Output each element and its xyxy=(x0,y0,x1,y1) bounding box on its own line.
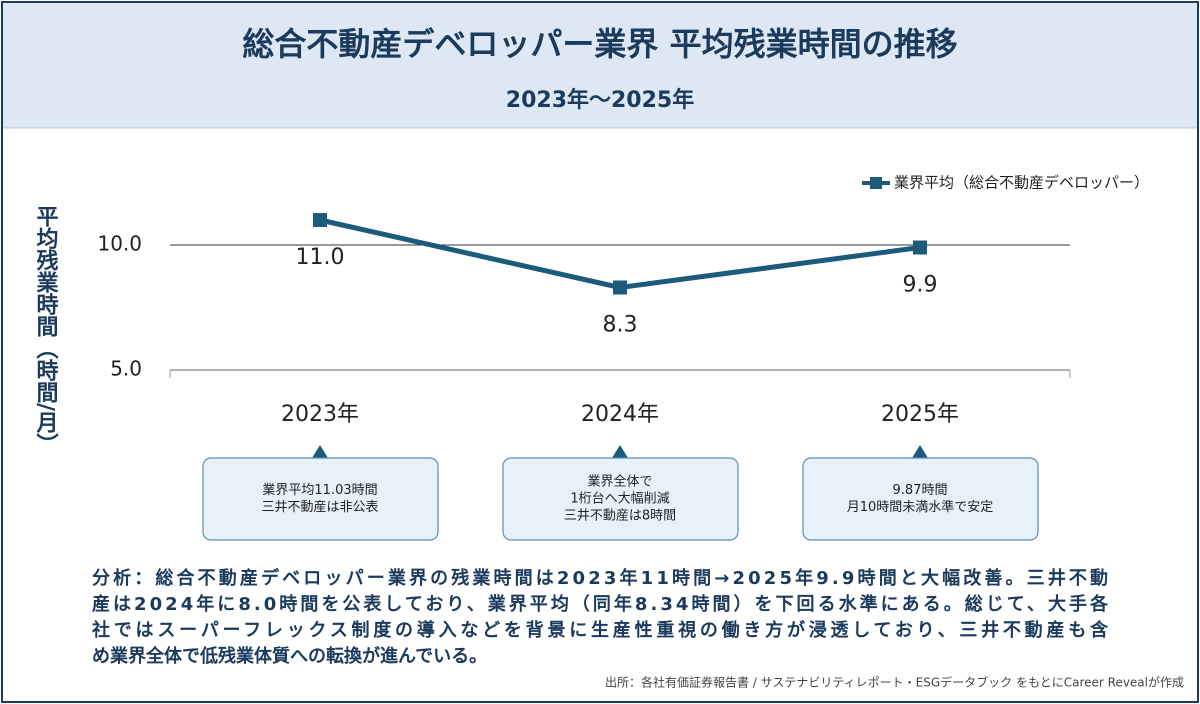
x-tick-label: 2025年 xyxy=(881,402,959,427)
chart-subtitle: 2023年〜2025年 xyxy=(506,87,694,113)
callout-text: 9.87時間 xyxy=(893,483,948,498)
callout-box xyxy=(802,457,1039,541)
y-tick-label: 10.0 xyxy=(97,232,142,256)
source-note: 出所：各社有価証券報告書 / サステナビリティレポート・ESGデータブック をも… xyxy=(605,675,1184,690)
callout-box xyxy=(202,457,439,541)
point xyxy=(913,240,927,255)
point xyxy=(613,280,627,295)
y-axis-label: 平均残業時間（時間/月） xyxy=(33,205,60,455)
callout-pointer xyxy=(312,445,328,458)
callout-text: 月10時間未満水準で安定 xyxy=(847,499,994,515)
callout-text: 業界全体で xyxy=(587,474,652,490)
header-band xyxy=(3,3,1197,128)
analysis-text: 産は2024年に8.0時間を公表しており、業界平均（同年8.34時間）を下回る水… xyxy=(92,593,1109,615)
data-label: 9.9 xyxy=(903,273,938,298)
analysis-text: め業界全体で低残業体質への転換が進んでいる。 xyxy=(92,645,487,667)
callout-text: 1桁台へ大幅削減 xyxy=(570,491,669,507)
legend-marker xyxy=(870,177,882,189)
callout-pointer xyxy=(912,445,928,458)
x-tick-label: 2023年 xyxy=(281,402,359,427)
legend-label: 業界平均（総合不動産デベロッパー） xyxy=(894,174,1149,192)
analysis-text: 社ではスーパーフレックス制度の導入などを背景に生産性重視の働き方が浸透しており、… xyxy=(92,619,1109,641)
callout-text: 業界平均11.03時間 xyxy=(262,482,377,498)
callout-text: 三井不動産は8時間 xyxy=(564,508,676,524)
point xyxy=(313,213,327,227)
y-tick-label: 5.0 xyxy=(110,357,142,381)
callout-box xyxy=(502,457,739,541)
x-tick-label: 2024年 xyxy=(581,402,659,427)
callout-pointer xyxy=(612,445,628,458)
chart-title: 総合不動産デベロッパー業界 平均残業時間の推移 xyxy=(242,25,957,63)
data-label: 8.3 xyxy=(603,313,638,338)
analysis-text: 分析：総合不動産デベロッパー業界の残業時間は2023年11時間→2025年9.9… xyxy=(92,567,1108,589)
data-label: 11.0 xyxy=(296,245,345,270)
callout-text: 三井不動産は非公表 xyxy=(261,499,378,515)
